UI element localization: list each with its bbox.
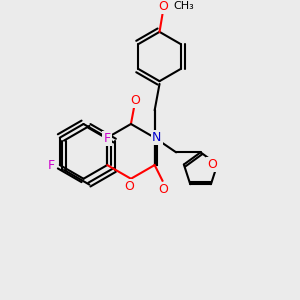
Text: O: O: [130, 94, 140, 107]
Text: CH₃: CH₃: [173, 2, 194, 11]
Text: O: O: [158, 183, 168, 196]
Text: F: F: [103, 132, 110, 145]
Text: F: F: [47, 159, 55, 172]
Text: O: O: [124, 180, 134, 193]
Text: O: O: [158, 0, 168, 13]
Text: N: N: [152, 131, 161, 144]
Text: O: O: [208, 158, 218, 171]
